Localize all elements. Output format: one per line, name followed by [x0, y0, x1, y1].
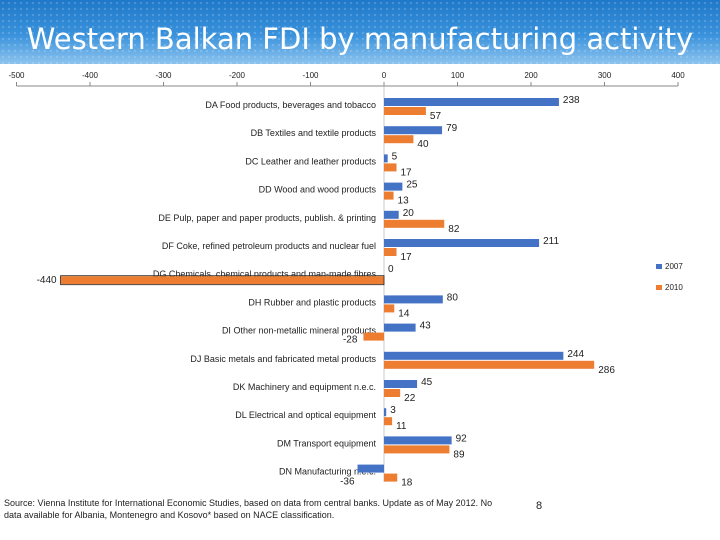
bar-2007 — [384, 380, 418, 388]
bar-2010 — [384, 191, 394, 200]
bar-2007 — [384, 210, 399, 219]
x-tick-label: -500 — [8, 71, 25, 80]
data-label-2010: 89 — [453, 449, 465, 460]
page-title: Western Balkan FDI by manufacturing acti… — [26, 22, 694, 56]
data-label-2010: -440 — [37, 275, 57, 286]
data-label-2007: -36 — [340, 477, 355, 488]
bar-2010 — [363, 332, 384, 341]
banner-texture — [0, 0, 720, 64]
data-label-2010: 57 — [430, 111, 442, 122]
category-label: DL Electrical and optical equipment — [235, 410, 376, 420]
data-label-2007: 45 — [421, 377, 433, 388]
bar-2010 — [384, 248, 397, 256]
bar-2010 — [384, 417, 393, 426]
data-label-2010: 40 — [417, 139, 429, 150]
data-label-2010: 18 — [401, 478, 413, 489]
data-label-2007: 20 — [403, 208, 415, 219]
data-label-2010: -28 — [343, 335, 358, 346]
data-label-2010: 82 — [448, 224, 460, 235]
category-label: DA Food products, beverages and tobacco — [205, 100, 376, 110]
data-label-2007: 43 — [420, 321, 432, 332]
bar-2010 — [384, 107, 426, 115]
source-note: Source: Vienna Institute for Internation… — [4, 498, 493, 520]
category-label: DF Coke, refined petroleum products and … — [162, 241, 376, 251]
category-label: DC Leather and leather products — [245, 156, 376, 166]
data-label-2007: 244 — [567, 349, 584, 360]
bar-2010 — [384, 473, 398, 482]
bar-2010 — [384, 389, 401, 397]
legend-label-2010: 2010 — [665, 283, 683, 292]
bar-2010 — [384, 304, 395, 313]
data-label-2010: 17 — [400, 252, 412, 263]
x-tick-label: -400 — [82, 71, 99, 80]
category-label: DG Chemicals, chemical products and man-… — [153, 269, 377, 279]
category-label: DH Rubber and plastic products — [248, 297, 376, 307]
x-tick-label: -200 — [229, 71, 246, 80]
bar-2007 — [384, 351, 564, 360]
data-label-2010: 22 — [404, 393, 416, 404]
page-number: 8 — [536, 500, 543, 512]
x-tick-label: 200 — [524, 71, 538, 80]
data-label-2007: 79 — [446, 123, 458, 134]
bar-2007 — [384, 126, 443, 135]
x-tick-label: 400 — [671, 71, 685, 80]
x-tick-label: -100 — [302, 71, 319, 80]
data-label-2007: 3 — [390, 405, 396, 416]
x-tick-label: -300 — [155, 71, 172, 80]
category-label: DJ Basic metals and fabricated metal pro… — [190, 354, 376, 364]
x-tick-label: 300 — [598, 71, 612, 80]
bar-2010 — [60, 276, 384, 285]
bar-2010 — [384, 360, 595, 369]
title-banner: Western Balkan FDI by manufacturing acti… — [0, 0, 720, 64]
bar-2010 — [384, 135, 414, 144]
category-label: DE Pulp, paper and paper products, publi… — [158, 213, 376, 223]
bar-2007 — [384, 98, 559, 106]
data-label-2007: 92 — [456, 433, 468, 444]
bar-2007 — [357, 464, 384, 473]
bar-2007 — [384, 408, 387, 417]
data-label-2007: 80 — [447, 292, 459, 303]
category-label: DI Other non-metallic mineral products — [222, 326, 377, 336]
category-label: DD Wood and wood products — [259, 185, 377, 195]
data-label-2010: 13 — [398, 196, 410, 207]
data-label-2010: 11 — [396, 421, 407, 432]
bar-2010-outline — [60, 275, 385, 286]
bar-2007 — [384, 239, 540, 247]
bar-2010 — [384, 219, 445, 228]
data-label-2007: 5 — [392, 151, 398, 162]
legend-swatch-2010 — [656, 285, 662, 290]
data-label-2010: 286 — [598, 365, 615, 376]
category-label: DM Transport equipment — [277, 438, 377, 448]
x-tick-label: 100 — [451, 71, 465, 80]
data-label-2007: 211 — [543, 236, 559, 247]
legend-label-2007: 2007 — [665, 262, 683, 271]
bar-2007 — [384, 182, 403, 191]
data-label-2010: 14 — [398, 308, 410, 319]
bar-2007 — [384, 295, 443, 304]
bar-2010 — [384, 445, 450, 454]
bar-2007 — [384, 436, 452, 445]
category-label: DB Textiles and textile products — [251, 128, 377, 138]
category-label: DN Manufacturing n.e.c. — [279, 467, 376, 477]
data-label-2007: 238 — [563, 95, 580, 106]
legend-swatch-2007 — [656, 264, 662, 269]
data-label-2007: 25 — [406, 180, 418, 191]
category-label: DK Machinery and equipment n.e.c. — [233, 382, 376, 392]
data-label-2007: 0 — [388, 264, 394, 275]
bar-2007 — [384, 323, 416, 332]
x-tick-label: 0 — [382, 71, 387, 80]
data-label-2010: 17 — [400, 167, 412, 178]
bar-2007 — [384, 154, 388, 163]
bar-2010 — [384, 163, 397, 172]
